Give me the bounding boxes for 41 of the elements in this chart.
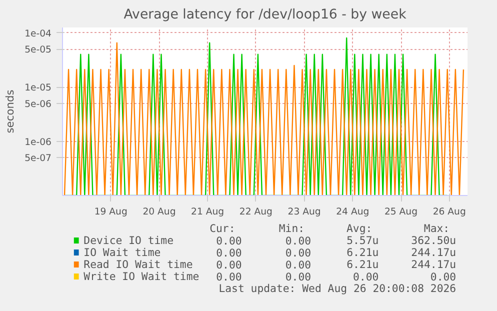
y-tick-label: 1e-05 bbox=[24, 82, 52, 94]
text: 0.00 bbox=[285, 234, 312, 248]
x-tick-label: 25 Aug bbox=[384, 206, 418, 218]
y-tick-label: 5e-06 bbox=[24, 98, 52, 110]
x-tick-label: 26 Aug bbox=[432, 206, 466, 218]
text: 0.00 bbox=[353, 270, 379, 284]
x-tick-label: 20 Aug bbox=[142, 206, 176, 218]
text: 6.21u bbox=[346, 246, 379, 259]
text: 6.21u bbox=[346, 258, 379, 271]
text: 0.00 bbox=[430, 270, 456, 284]
y-tick-label: 5e-05 bbox=[24, 44, 52, 56]
text: Avg: bbox=[346, 222, 372, 235]
text: 0.00 bbox=[285, 246, 312, 260]
text: Min: bbox=[278, 222, 305, 235]
text: 362.50u bbox=[411, 234, 456, 247]
text: 0.00 bbox=[285, 258, 312, 272]
chart-title: Average latency for /dev/loop16 - by week bbox=[124, 8, 407, 22]
text: 0.00 bbox=[216, 234, 242, 248]
text: 0.00 bbox=[216, 246, 242, 260]
y-tick-label: 1e-04 bbox=[24, 28, 52, 40]
y-tick-label: 1e-06 bbox=[24, 136, 52, 148]
x-tick-label: 19 Aug bbox=[94, 206, 128, 218]
y-tick-label: 5e-07 bbox=[24, 153, 52, 164]
text: Max: bbox=[424, 222, 450, 235]
x-tick-label: 23 Aug bbox=[288, 206, 321, 218]
x-tick-label: 21 Aug bbox=[191, 206, 224, 218]
legend-label: Write IO Wait time bbox=[84, 270, 200, 283]
text: 5.57u bbox=[346, 234, 379, 247]
text: 0.00 bbox=[285, 270, 312, 284]
legend-label: Device IO time bbox=[84, 234, 174, 247]
x-tick-label: 22 Aug bbox=[239, 206, 273, 218]
legend-label: IO Wait time bbox=[84, 246, 161, 259]
text: 0.00 bbox=[216, 270, 242, 284]
x-tick-label: 24 Aug bbox=[336, 206, 370, 218]
text: 244.17u bbox=[411, 258, 456, 271]
y-axis-title: seconds bbox=[4, 89, 17, 134]
text: 0.00 bbox=[216, 258, 242, 272]
text: 244.17u bbox=[411, 246, 456, 259]
text: Cur: bbox=[210, 222, 236, 235]
legend-label: Read IO Wait time bbox=[84, 258, 193, 271]
text: Last update: Wed Aug 26 20:00:08 2026 bbox=[218, 282, 456, 295]
